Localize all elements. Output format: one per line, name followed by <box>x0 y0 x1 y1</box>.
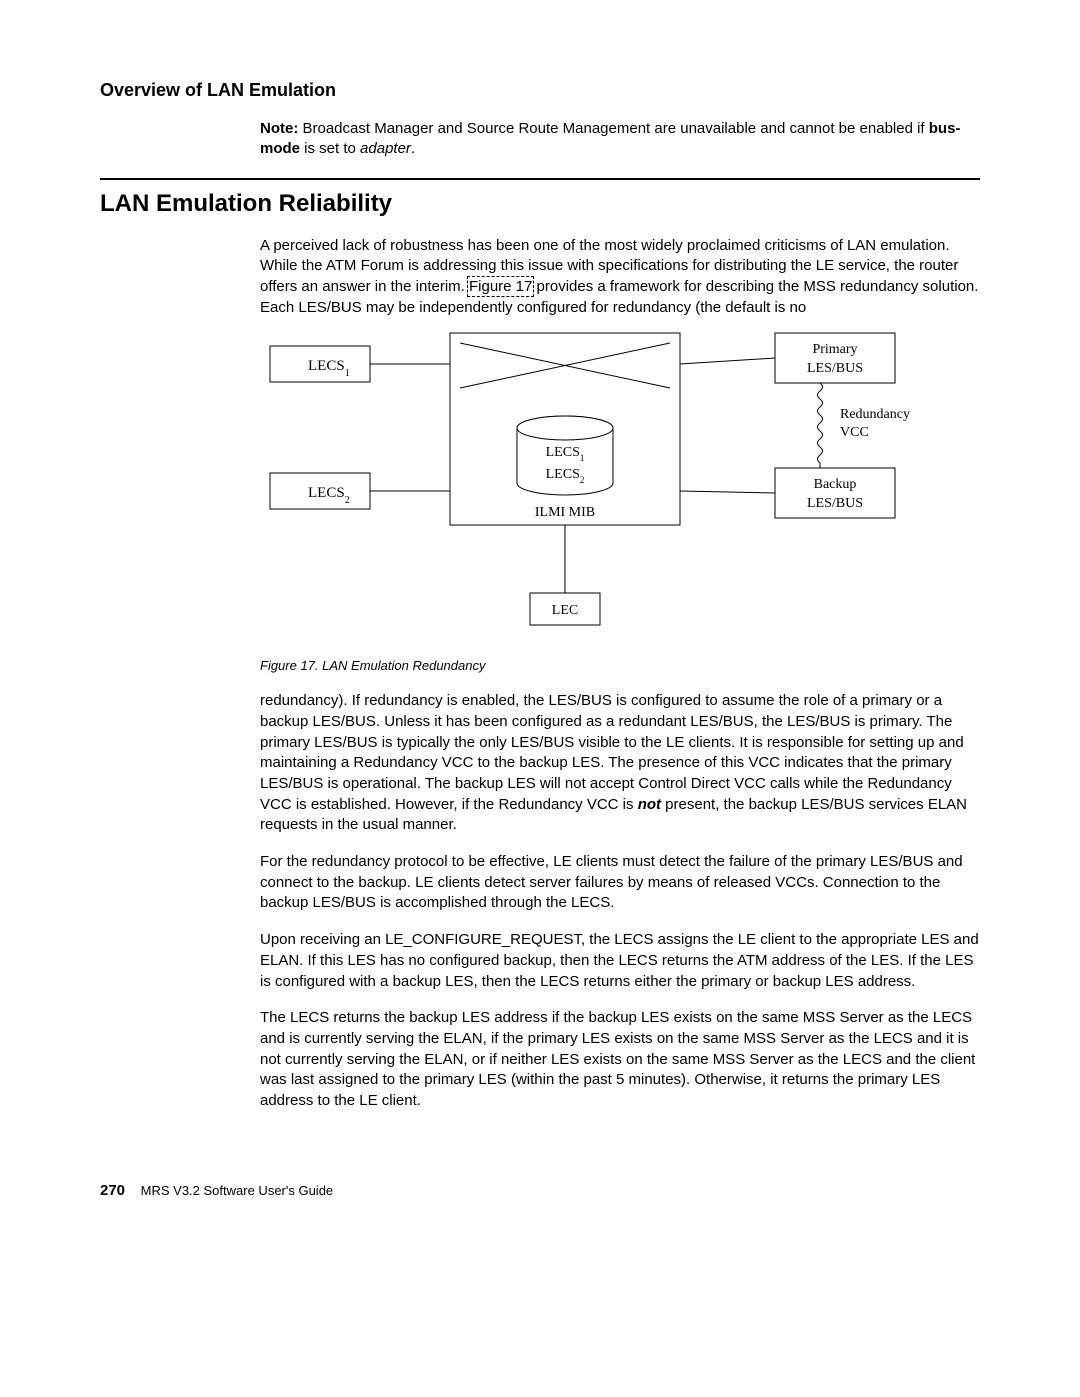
ilmi-label: ILMI MIB <box>535 505 595 520</box>
backup-lesbus: LES/BUS <box>807 496 863 511</box>
para-2: redundancy). If redundancy is enabled, t… <box>260 691 980 836</box>
note-text-1: Broadcast Manager and Source Route Manag… <box>303 120 929 137</box>
conn-backup <box>680 491 775 493</box>
note-block: Note: Broadcast Manager and Source Route… <box>260 119 980 160</box>
redundancy-vcc-line <box>818 383 823 468</box>
note-text-3: . <box>411 140 415 157</box>
db-top-over <box>517 416 613 440</box>
para-4: Upon receiving an LE_CONFIGURE_REQUEST, … <box>260 930 980 992</box>
footer: 270 MRS V3.2 Software User's Guide <box>100 1182 980 1199</box>
note-text-2: is set to <box>300 140 360 157</box>
p1-t2: provides a framework for describing the … <box>532 278 978 295</box>
redundancy-label: Redundancy <box>840 407 910 422</box>
main-heading: LAN Emulation Reliability <box>100 190 980 218</box>
para-3: For the redundancy protocol to be effect… <box>260 852 980 914</box>
primary-label: Primary <box>812 342 857 357</box>
p2a: redundancy). If redundancy is enabled, t… <box>260 692 964 812</box>
body-text: A perceived lack of robustness has been … <box>260 236 980 319</box>
section-header: Overview of LAN Emulation <box>100 80 980 101</box>
para-5: The LECS returns the backup LES address … <box>260 1008 980 1111</box>
diagram-svg: LECS1 LECS2 LECS1 LECS2 ILMI MIB Primary… <box>260 328 940 648</box>
separator-rule <box>100 178 980 180</box>
note-label: Note: <box>260 120 298 137</box>
figure-link[interactable]: Figure 17 <box>469 278 532 295</box>
page: Overview of LAN Emulation Note: Broadcas… <box>0 0 1080 1239</box>
body-text-2: redundancy). If redundancy is enabled, t… <box>260 691 980 1111</box>
figure-17: LECS1 LECS2 LECS1 LECS2 ILMI MIB Primary… <box>260 328 980 648</box>
para-1: A perceived lack of robustness has been … <box>260 236 980 298</box>
backup-label: Backup <box>814 477 857 492</box>
doc-title: MRS V3.2 Software User's Guide <box>141 1183 334 1198</box>
para-1b: Each LES/BUS may be independently config… <box>260 298 980 319</box>
figure-caption: Figure 17. LAN Emulation Redundancy <box>260 658 980 673</box>
not-word: not <box>638 796 661 813</box>
conn-primary <box>680 358 775 364</box>
vcc-label: VCC <box>840 425 869 440</box>
primary-lesbus: LES/BUS <box>807 361 863 376</box>
adapter-word: adapter <box>360 140 411 157</box>
page-number: 270 <box>100 1182 125 1199</box>
lec-label: LEC <box>552 603 578 618</box>
